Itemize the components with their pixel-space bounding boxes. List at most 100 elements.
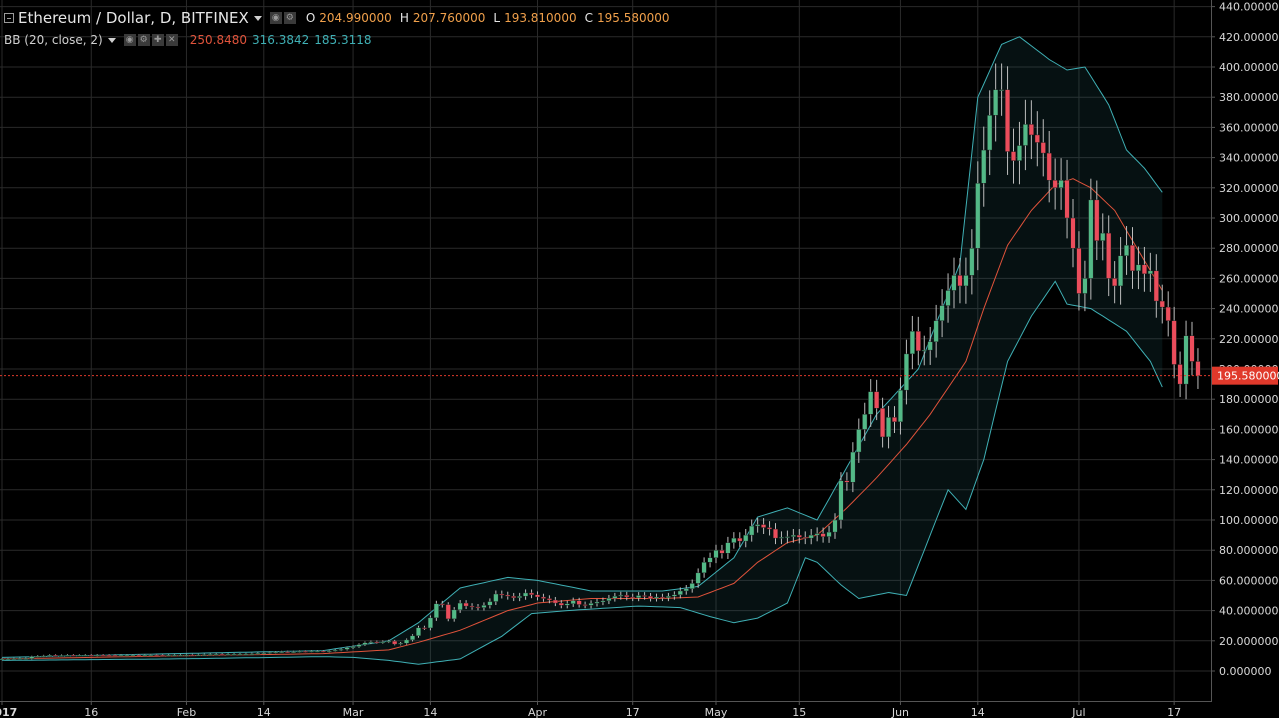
candle-body: [886, 417, 892, 438]
time-tick-label: Mar: [343, 706, 364, 718]
candle-body: [64, 654, 70, 657]
candle-body: [1028, 124, 1034, 136]
candle-body: [993, 89, 999, 116]
candle-body: [148, 654, 154, 657]
candle-body: [1058, 180, 1064, 189]
candle-body: [844, 480, 850, 483]
symbol-title[interactable]: Ethereum / Dollar, D, BITFINEX: [18, 9, 249, 27]
indicator-name[interactable]: BB (20, close, 2): [4, 33, 103, 47]
candle-body: [897, 389, 903, 423]
price-tick-label: 180.000000: [1219, 393, 1279, 406]
candle-body: [511, 596, 517, 598]
candle-body: [76, 655, 82, 657]
candle-body: [600, 600, 606, 603]
candle-body: [11, 658, 17, 660]
candle-body: [642, 595, 648, 597]
more-icon[interactable]: ✚: [151, 34, 164, 46]
eye-icon[interactable]: ◉: [123, 34, 136, 46]
candle-body: [1171, 320, 1177, 365]
price-axis-border: [1211, 0, 1212, 701]
candle-body: [386, 640, 392, 643]
candle-body: [326, 650, 332, 652]
candle-body: [1112, 278, 1118, 287]
candle-body: [362, 642, 368, 645]
bollinger-middle-band: [1, 178, 1163, 660]
bb-middle-value: 250.8480: [189, 33, 247, 47]
candle-body: [731, 537, 737, 543]
time-axis[interactable]: 2017 16 Feb 14 Mar 14 Apr 17 May 15 Jun 14 Jul 17: [0, 701, 1181, 718]
time-tick-label: May: [705, 706, 728, 718]
time-tick-label: 15: [792, 706, 806, 718]
candle-body: [677, 590, 683, 595]
candle-body: [719, 550, 725, 554]
price-tick-label: 360.000000: [1219, 121, 1279, 134]
candle-body: [350, 646, 356, 648]
bollinger-upper-band: [1, 36, 1163, 658]
candle-body: [939, 305, 945, 321]
candle-body: [237, 653, 243, 656]
high-value: 207.760000: [412, 11, 486, 25]
candle-body: [160, 654, 166, 657]
candle-body: [755, 524, 761, 527]
candle-body: [487, 601, 493, 606]
bollinger-band-fill: [2, 36, 1163, 665]
eye-icon[interactable]: ◉: [269, 12, 282, 24]
candle-body: [463, 602, 469, 607]
price-tick-label: 0.000000: [1219, 665, 1272, 678]
candle-body: [1124, 244, 1130, 256]
candle-body: [439, 603, 445, 606]
price-tick-label: 300.000000: [1219, 212, 1279, 225]
price-tick-label: 420.000000: [1219, 31, 1279, 44]
chevron-down-icon[interactable]: [253, 15, 262, 21]
candle-body: [933, 320, 939, 343]
price-axis[interactable]: 0.000000 20.000000 40.000000 60.000000 80.00…: [1211, 1, 1279, 678]
candle-body: [88, 654, 94, 657]
high-label: H: [399, 11, 409, 25]
candle-body: [915, 331, 921, 352]
time-tick-label: 14: [971, 706, 985, 718]
candle-body: [725, 542, 731, 554]
candle-body: [499, 593, 505, 596]
close-icon[interactable]: ✕: [165, 34, 178, 46]
collapse-icon[interactable]: [4, 13, 14, 23]
candle-body: [1100, 232, 1106, 241]
candle-body: [427, 617, 433, 629]
settings-icon[interactable]: ⚙: [137, 34, 150, 46]
candle-body: [767, 527, 773, 530]
candle-body: [523, 592, 529, 597]
price-tick-label: 220.000000: [1219, 333, 1279, 346]
settings-icon[interactable]: ⚙: [283, 12, 296, 24]
candle-body: [94, 654, 100, 657]
candle-body: [1005, 89, 1011, 152]
candle-body: [5, 658, 11, 660]
candle-body: [582, 604, 588, 606]
candle-body: [826, 531, 832, 537]
chevron-down-icon[interactable]: [107, 37, 116, 43]
candle-body: [1141, 264, 1147, 275]
candle-body: [457, 602, 463, 611]
candle-body: [1011, 151, 1017, 161]
candle-body: [1159, 300, 1165, 308]
candle-body: [648, 596, 654, 599]
candle-body: [552, 599, 558, 604]
candle-body: [814, 533, 820, 536]
last-price-tag-label: 195.580000: [1217, 370, 1279, 383]
candle-body: [921, 349, 927, 352]
candle-body: [927, 341, 933, 351]
candle-body: [761, 524, 767, 528]
candle-body: [1195, 361, 1201, 376]
candle-body: [177, 654, 183, 657]
candle-body: [903, 353, 909, 391]
candle-body: [302, 651, 308, 653]
candle-body: [707, 557, 713, 563]
candle-body: [17, 658, 23, 660]
time-tick-label: Apr: [528, 706, 548, 718]
candle-body: [118, 655, 124, 657]
price-tick-label: 120.000000: [1219, 484, 1279, 497]
candle-body: [999, 89, 1005, 91]
candle-body: [951, 275, 957, 291]
candle-body: [773, 528, 779, 539]
candle-body: [517, 596, 523, 598]
candle-body: [130, 654, 136, 657]
